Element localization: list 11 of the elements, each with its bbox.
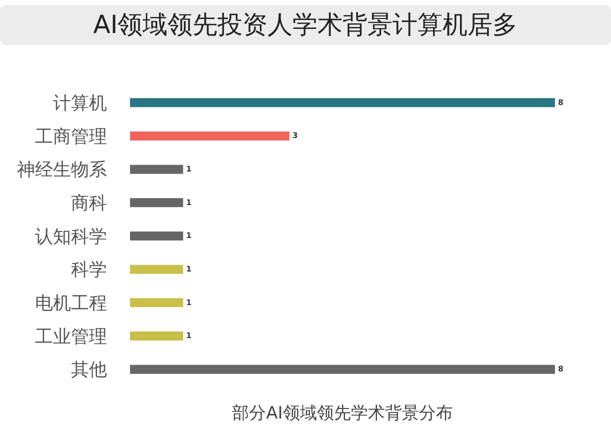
y-tick-label: 电机工程 [35,292,107,314]
x-axis-title: 部分AI领域领先学术背景分布 [232,403,453,424]
y-tick-label: 科学 [71,260,107,281]
y-tick-label: 神经生物系 [17,160,107,181]
chart-title: AI领域领先投资人学术背景计算机居多 [0,5,611,45]
y-tick-label: 工商管理 [35,126,107,148]
y-tick-label: 计算机 [53,92,107,114]
y-tick-label: 认知科学 [35,226,107,248]
y-tick-label: 其他 [71,360,107,381]
y-tick-label: 工业管理 [35,326,107,348]
y-tick-label: 商科 [71,192,107,214]
